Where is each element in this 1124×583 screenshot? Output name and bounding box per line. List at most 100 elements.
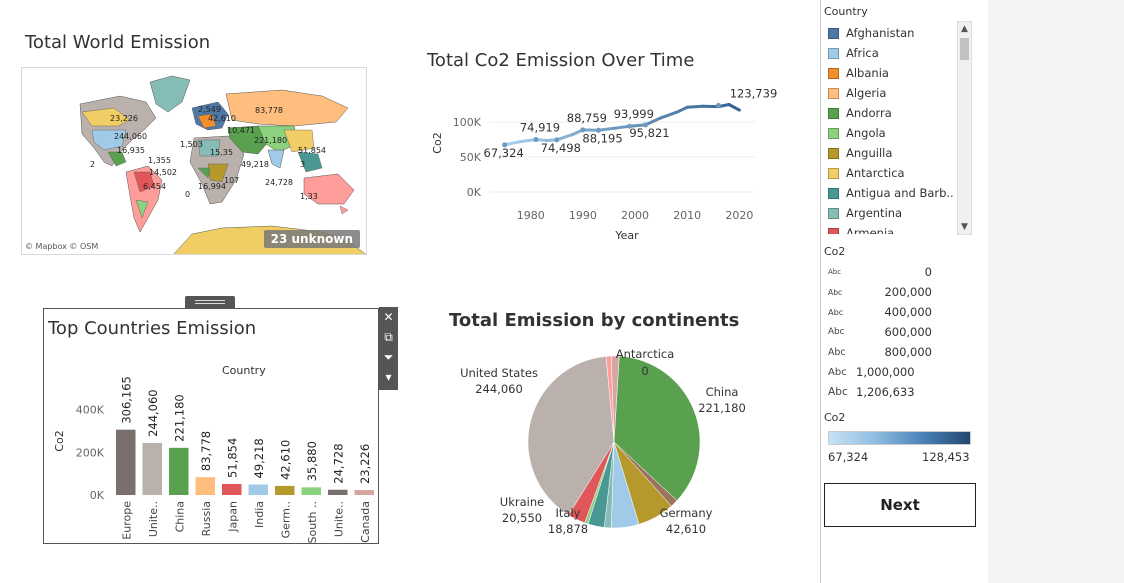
line-point [596,127,602,133]
size-legend-item: Abc 200,000 [828,282,958,302]
bar-y-tick: 200K [76,446,105,459]
bar-chart[interactable]: 0K200K400K600KCo2306,165Europe244,060Uni… [44,375,380,545]
bar-value-label: 306,165 [119,376,133,424]
scroll-thumb[interactable] [960,38,969,60]
world-map[interactable]: 83,778 244,060 23,226 16,935 221,180 49,… [21,67,367,255]
bar-category-label: Russia [200,501,213,536]
bar-chart-title: Top Countries Emission [48,318,257,339]
color-legend-title: Co2 [824,411,846,424]
line-x-axis-label: Year [614,229,639,242]
legend-item[interactable]: Anguilla [828,143,956,163]
legend-scrollbar[interactable]: ▲ ▼ [957,21,972,235]
bar [328,489,348,495]
line-y-axis-label: Co2 [431,132,444,153]
legend-item[interactable]: Albania [828,63,956,83]
bar-value-label: 23,226 [358,444,372,484]
next-button[interactable]: Next [824,483,976,527]
map-label: 1,33 [300,192,318,201]
map-label: 16,935 [117,146,145,155]
pie-chart-title: Total Emission by continents [449,310,740,331]
map-label: 10,471 [227,126,255,135]
map-attribution[interactable]: © Mapbox © OSM [25,242,99,251]
size-sample: Abc [828,287,843,297]
line-data-label: 95,821 [629,126,669,140]
legend-item[interactable]: Antarctica [828,163,956,183]
more-icon[interactable]: ▾ [385,370,392,384]
line-x-tick: 2010 [673,209,701,222]
line-x-tick: 2000 [621,209,649,222]
bar-y-tick: 0K [90,489,105,502]
legend-item[interactable]: Antigua and Barb.. [828,183,956,203]
bar-chart-panel[interactable]: Top Countries Emission Country [43,308,379,544]
legend-item[interactable]: Africa [828,43,956,63]
bar-value-label: 83,778 [199,431,213,471]
map-title: Total World Emission [25,32,211,53]
legend-swatch [828,227,839,234]
map-label: 23,226 [110,114,138,123]
pie-chart[interactable]: Antarctica 0 China 221,180 Germany 42,610 Ital… [440,340,800,550]
map-label: 2 [90,160,96,169]
legend-item[interactable]: Armenia [828,223,956,234]
panel-drag-handle[interactable] [185,296,235,308]
close-icon[interactable]: ✕ [383,310,394,324]
legend-label: Armenia [846,226,895,234]
map-label: 49,218 [241,160,269,169]
size-legend-title: Co2 [824,245,846,258]
bar-category-label: India [253,501,266,528]
size-value: 1,000,000 [856,365,915,379]
map-label: 14,502 [149,168,177,177]
pie-value-label: 244,060 [475,382,523,396]
bar [354,490,374,495]
line-point [554,137,560,143]
line-point [580,127,586,133]
size-legend-item: Abc 800,000 [828,342,958,362]
line-y-tick: 100K [453,116,482,129]
unknown-values-badge[interactable]: 23 unknown [263,230,360,248]
map-label: 16,994 [198,182,226,191]
legend-swatch [828,67,839,79]
bar-category-label: Japan [226,501,239,533]
legend-swatch [828,167,839,179]
scroll-down-icon[interactable]: ▼ [961,222,968,232]
sidebar-gutter [988,0,1124,583]
pie-slice [613,355,701,501]
bar [275,485,295,495]
scroll-up-icon[interactable]: ▲ [961,24,968,34]
map-label: 51,854 [298,146,326,155]
pie-slice-label: United States [460,366,538,380]
filter-icon[interactable]: ⏷ [383,350,394,364]
line-chart[interactable]: 0K 50K 100K 1980 1990 2000 2010 2020 Year Co2 67,3… [425,80,805,290]
size-sample: Abc [828,386,848,398]
line-series-segment [518,138,538,144]
legend-item[interactable]: Algeria [828,83,956,103]
legend-item[interactable]: Andorra [828,103,956,123]
line-point [533,137,539,143]
country-legend[interactable]: Afghanistan Africa Albania Algeria Andorra An… [828,23,956,234]
bar [142,442,162,495]
size-sample: Abc [828,366,847,378]
bar-category-label: Germ.. [279,501,292,538]
popout-icon[interactable]: ⧉ [384,330,393,344]
line-data-label: 74,498 [541,141,581,155]
bar-y-tick: 400K [76,404,105,417]
line-data-label: 88,195 [582,131,622,145]
pie-slice [527,356,615,516]
line-point [715,102,721,108]
line-series-segment [597,126,616,132]
map-label: 83,778 [255,106,283,115]
legend-item[interactable]: Argentina [828,203,956,223]
bar [195,477,215,495]
legend-item[interactable]: Angola [828,123,956,143]
size-legend-item: Abc 1,000,000 [828,362,958,382]
legend-item[interactable]: Afghanistan [828,23,956,43]
legend-swatch [828,27,839,39]
bar-y-axis-label: Co2 [53,430,66,451]
bar [222,483,242,495]
line-point [502,142,508,148]
size-legend: Abc 0 Abc 200,000 Abc 400,000 Abc 600,000 Abc 800… [828,262,958,402]
size-value: 800,000 [884,345,932,359]
map-label: 24,728 [265,178,293,187]
legend-swatch [828,147,839,159]
line-y-tick: 0K [467,186,482,199]
legend-label: Afghanistan [846,26,915,40]
